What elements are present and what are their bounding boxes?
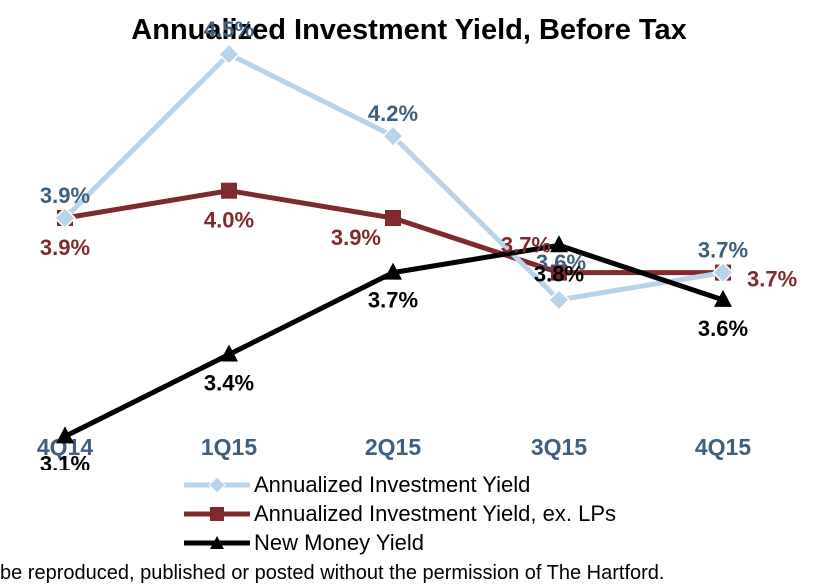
data-point bbox=[384, 262, 402, 280]
legend-label: New Money Yield bbox=[254, 529, 424, 555]
x-tick-label: 4Q15 bbox=[695, 434, 751, 460]
data-label: 3.7% bbox=[501, 233, 551, 258]
data-point bbox=[217, 43, 241, 66]
data-label: 3.9% bbox=[331, 225, 381, 250]
legend-item-new-money-yield: New Money Yield bbox=[182, 528, 616, 557]
data-point bbox=[711, 261, 735, 284]
data-point bbox=[385, 210, 401, 226]
legend-item-annualized-yield: Annualized Investment Yield bbox=[182, 470, 616, 499]
data-point bbox=[381, 125, 405, 148]
legend: Annualized Investment Yield Annualized I… bbox=[182, 470, 616, 557]
x-tick-label: 1Q15 bbox=[201, 434, 257, 460]
series-line bbox=[64, 188, 723, 276]
legend-square-line-icon bbox=[184, 506, 250, 521]
x-tick-label: 2Q15 bbox=[365, 434, 421, 460]
data-label: 4.0% bbox=[204, 208, 254, 233]
x-tick-label: 3Q15 bbox=[531, 434, 587, 460]
data-label: 3.8% bbox=[534, 261, 584, 286]
data-point bbox=[551, 264, 567, 281]
legend-diamond-line-icon bbox=[184, 475, 250, 494]
data-point bbox=[56, 426, 74, 444]
data-point bbox=[221, 182, 237, 199]
series-line bbox=[63, 51, 724, 303]
data-label: 4.5% bbox=[204, 17, 254, 42]
data-label: 3.1% bbox=[40, 451, 90, 470]
data-label: 3.7% bbox=[698, 238, 748, 263]
legend-triangle-line-icon bbox=[184, 535, 250, 549]
data-point bbox=[550, 235, 568, 253]
data-point bbox=[714, 289, 732, 307]
data-label: 3.4% bbox=[204, 371, 254, 396]
data-label: 3.9% bbox=[40, 183, 90, 208]
data-point bbox=[220, 344, 238, 362]
data-point bbox=[547, 288, 571, 311]
data-label: 3.9% bbox=[40, 235, 90, 260]
legend-label: Annualized Investment Yield bbox=[254, 471, 531, 497]
data-label: 3.7% bbox=[368, 288, 418, 313]
chart-title: Annualized Investment Yield, Before Tax bbox=[131, 14, 687, 46]
legend-label: Annualized Investment Yield, ex. LPs bbox=[254, 500, 616, 526]
data-label: 3.6% bbox=[536, 250, 586, 275]
data-label: 3.7% bbox=[747, 267, 797, 292]
data-point bbox=[53, 206, 77, 230]
legend-item-yield-ex-lps: Annualized Investment Yield, ex. LPs bbox=[182, 499, 616, 528]
data-label: 4.2% bbox=[368, 101, 418, 126]
data-label: 3.6% bbox=[698, 316, 748, 341]
footnote: be reproduced, published or posted witho… bbox=[0, 562, 665, 584]
